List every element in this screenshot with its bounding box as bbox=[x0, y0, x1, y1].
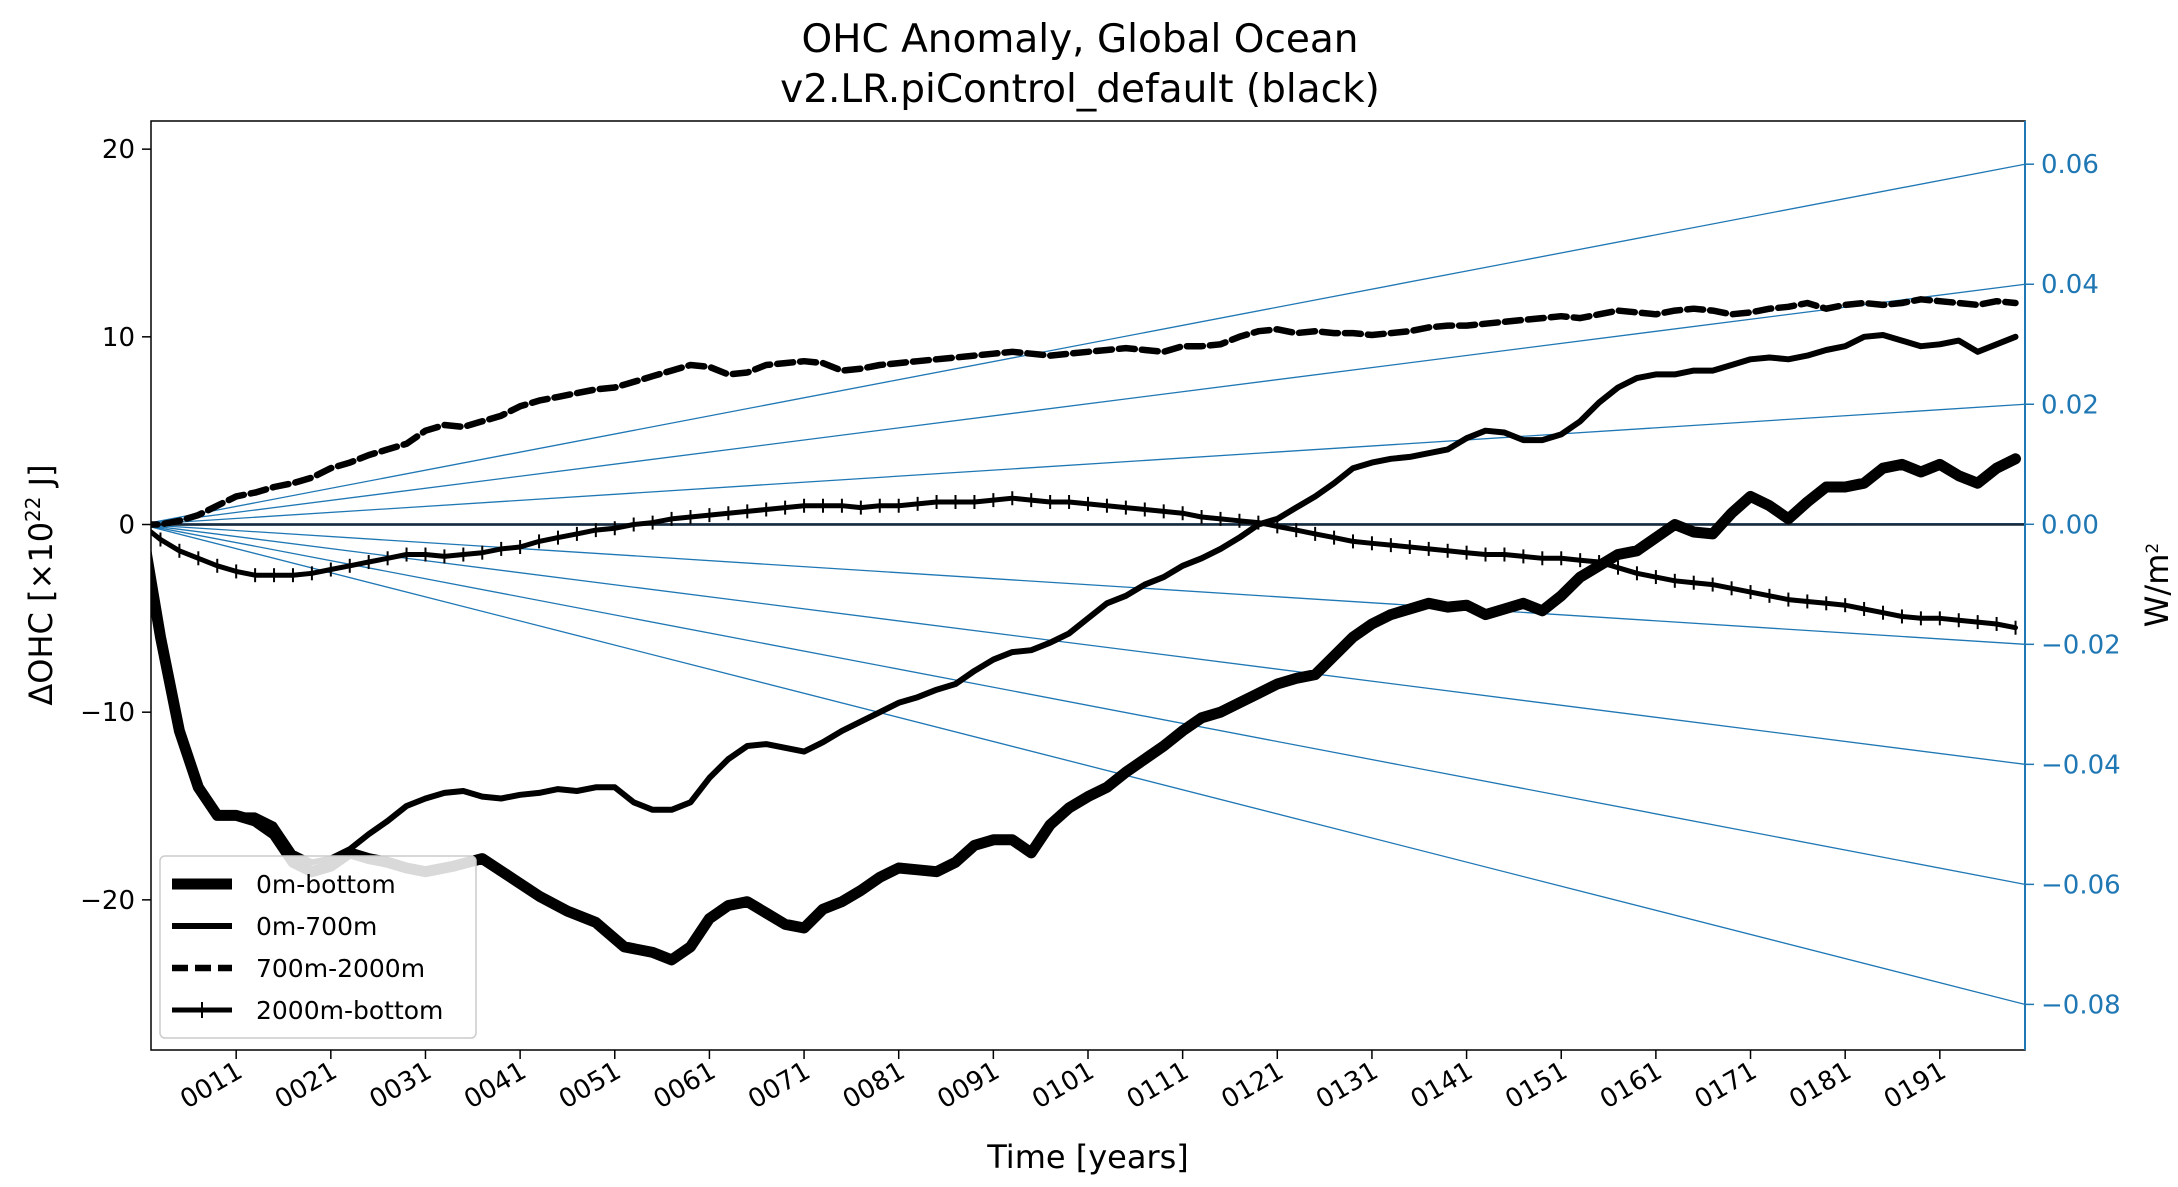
y-axis-left-ticks: 20 10 0 −10 −20 bbox=[80, 135, 151, 916]
y-tick-label: 20 bbox=[102, 135, 135, 165]
y-axis-left-label-unit: J] bbox=[22, 464, 60, 496]
reference-rate-lines bbox=[151, 163, 2025, 1006]
y-tick-label: −10 bbox=[80, 698, 135, 728]
y-tick-label: 10 bbox=[102, 323, 135, 353]
reference-line-6 bbox=[151, 525, 2025, 886]
y-axis-right-ticks: 0.06 0.04 0.02 0.00 −0.02 −0.04 −0.06 −0.08 bbox=[2025, 150, 2121, 1020]
y-axis-left-label: ΔOHC [×1022 J] bbox=[21, 464, 60, 705]
series-line-700m-2000m bbox=[151, 296, 2019, 528]
y-right-tick-label: 0.06 bbox=[2041, 150, 2099, 180]
y-right-tick-label: 0.04 bbox=[2041, 270, 2099, 300]
y-axis-right-label: W/m2 bbox=[2138, 543, 2176, 627]
reference-line-1 bbox=[151, 283, 2025, 524]
y-axis-left-label-exponent: 22 bbox=[21, 496, 45, 521]
reference-line-4 bbox=[151, 524, 2025, 645]
legend-label-2000m-bottom: 2000m-bottom bbox=[256, 996, 443, 1025]
legend-label-700m-2000m: 700m-2000m bbox=[256, 954, 425, 983]
y-right-tick-label: −0.04 bbox=[2041, 750, 2121, 780]
legend-label-0m-700m: 0m-700m bbox=[256, 912, 377, 941]
y-axis-right-label-main: W/m bbox=[2138, 554, 2176, 628]
y-right-tick-label: −0.02 bbox=[2041, 630, 2121, 660]
y-right-tick-label: 0.02 bbox=[2041, 390, 2099, 420]
y-axis-left-label-main: ΔOHC [×10 bbox=[22, 522, 60, 706]
legend-box bbox=[159, 855, 477, 1039]
legend: 0m-bottom 0m-700m 700m-2000m 2000m-bottom bbox=[159, 855, 477, 1039]
y-right-tick-label: −0.08 bbox=[2041, 990, 2121, 1020]
chart-title: OHC Anomaly, Global Ocean bbox=[801, 17, 1358, 62]
reference-line-0 bbox=[151, 163, 2025, 524]
reference-line-7 bbox=[151, 526, 2025, 1006]
y-tick-label: 0 bbox=[118, 511, 135, 541]
series-line-2000m-bottom bbox=[151, 495, 2018, 631]
x-axis-label: Time [years] bbox=[986, 1138, 1189, 1176]
legend-label-0m-bottom: 0m-bottom bbox=[256, 870, 396, 899]
series-line-0m-700m bbox=[151, 332, 2019, 866]
y-right-tick-label: 0.00 bbox=[2041, 510, 2099, 540]
y-right-tick-label: −0.06 bbox=[2041, 870, 2121, 900]
reference-line-2 bbox=[151, 403, 2025, 525]
y-tick-label: −20 bbox=[80, 886, 135, 916]
reference-line-5 bbox=[151, 525, 2025, 765]
y-axis-right-label-exponent: 2 bbox=[2143, 543, 2163, 554]
chart-subtitle: v2.LR.piControl_default (black) bbox=[780, 67, 1380, 112]
